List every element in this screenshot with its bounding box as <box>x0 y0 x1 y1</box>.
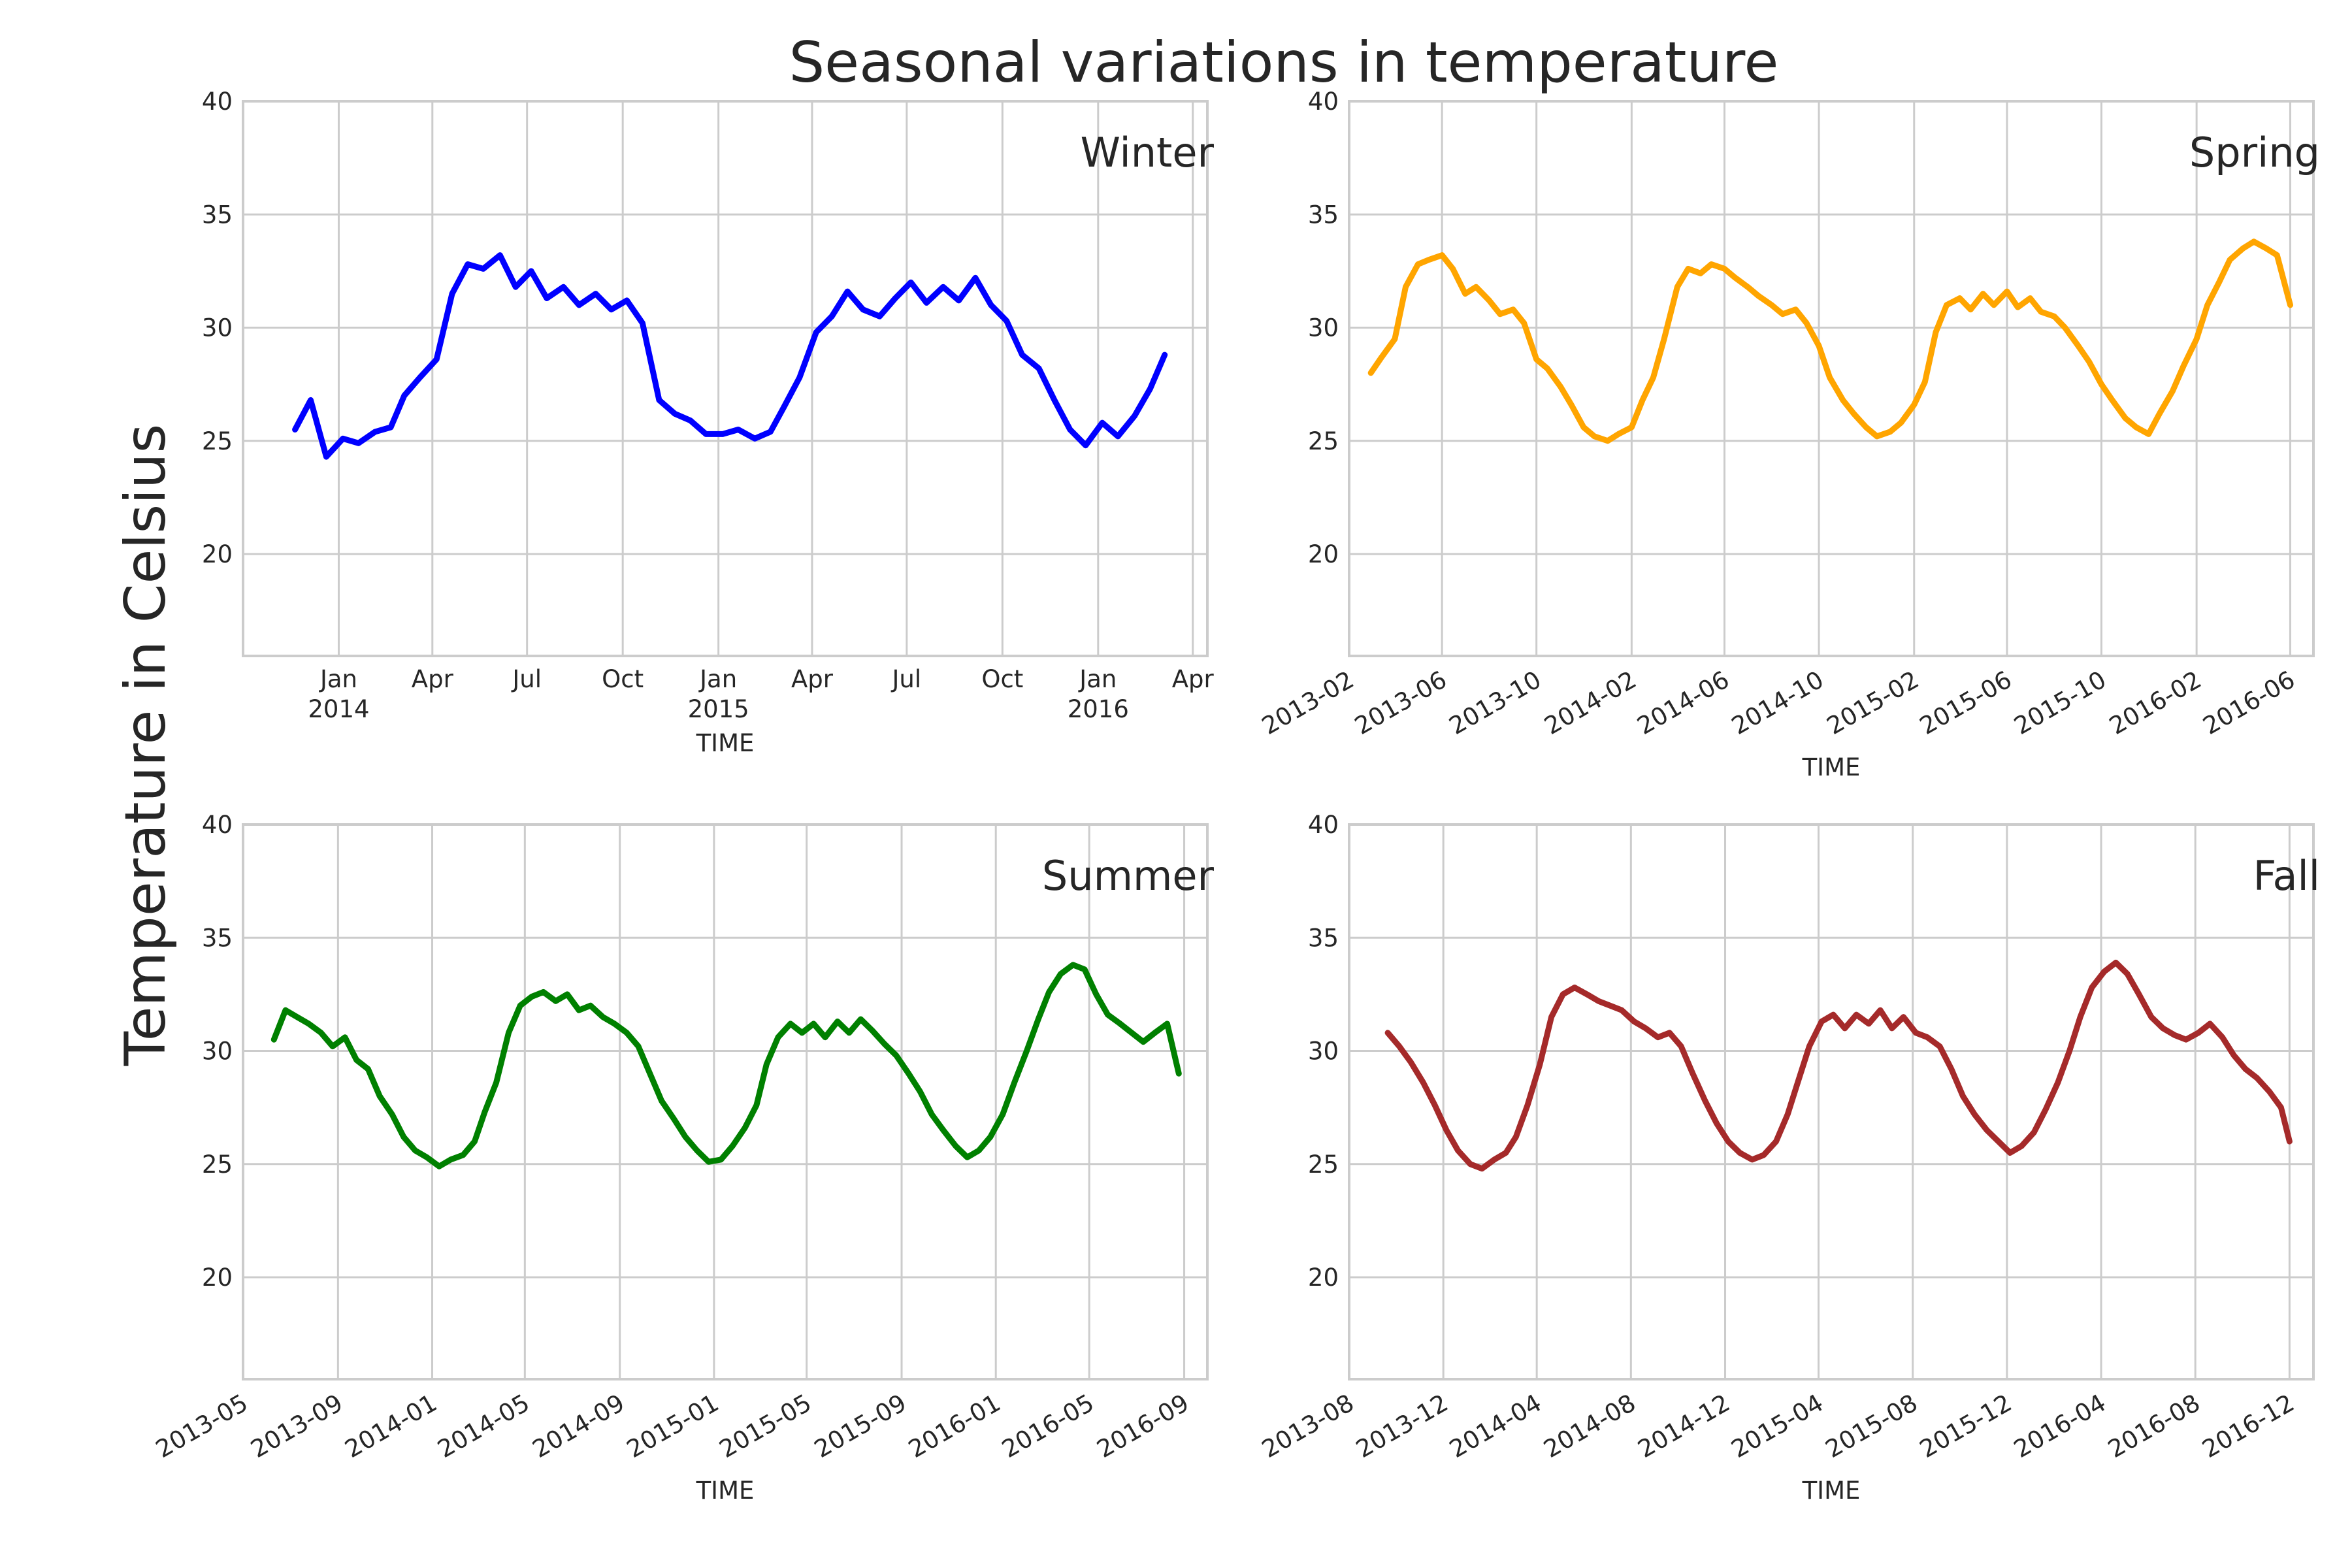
y-tick-label: 35 <box>1308 201 1339 229</box>
y-tick-label: 30 <box>202 314 233 342</box>
x-tick-year-label: 2015 <box>688 695 749 723</box>
x-axis-label: TIME <box>1802 1477 1861 1505</box>
x-tick-label: 2015-06 <box>1915 666 2016 741</box>
x-tick-label: 2013-02 <box>1257 666 1358 741</box>
x-tick-label: 2014-04 <box>1445 1389 1546 1464</box>
subplot-top-right: 20253035402013-022013-062013-102014-0220… <box>1257 88 2320 781</box>
x-tick-label: 2016-05 <box>997 1389 1098 1464</box>
season-label: Winter <box>1081 129 1215 176</box>
x-tick-label: 2013-12 <box>1351 1389 1452 1464</box>
temperature-series-line <box>1367 238 2293 444</box>
figure-y-axis-label: Temperature in Celsius <box>113 424 178 1067</box>
x-tick-label: Jan <box>319 665 357 693</box>
x-tick-year-label: 2016 <box>1068 695 1129 723</box>
y-tick-label: 25 <box>202 1151 233 1179</box>
axes-frame <box>1348 823 2315 1380</box>
y-tick-label: 40 <box>202 811 233 839</box>
y-tick-label: 30 <box>1308 1037 1339 1066</box>
y-tick-label: 35 <box>1308 924 1339 952</box>
x-tick-label: 2014-02 <box>1539 666 1641 741</box>
x-tick-label: 2016-12 <box>2197 1389 2298 1464</box>
x-tick-label: Apr <box>1172 665 1215 693</box>
y-tick-label: 30 <box>202 1037 233 1066</box>
season-label: Fall <box>2253 852 2320 900</box>
x-tick-label: 2015-04 <box>1727 1389 1828 1464</box>
figure-title: Seasonal variations in temperature <box>789 30 1779 95</box>
x-tick-label: 2016-09 <box>1092 1389 1194 1464</box>
x-tick-label: 2013-08 <box>1257 1389 1358 1464</box>
x-tick-label: Jul <box>511 665 542 693</box>
x-tick-label: Oct <box>981 665 1023 693</box>
x-axis-label: TIME <box>696 729 755 757</box>
x-tick-label: 2016-06 <box>2198 666 2300 741</box>
x-tick-label: 2014-06 <box>1633 666 1734 741</box>
x-tick-label: 2016-08 <box>2103 1389 2204 1464</box>
subplot-bottom-left: 20253035402013-052013-092014-012014-0520… <box>151 811 1214 1505</box>
x-tick-label: 2014-10 <box>1727 666 1828 741</box>
season-label: Spring <box>2189 129 2320 176</box>
y-tick-label: 30 <box>1308 314 1339 342</box>
y-tick-label: 25 <box>1308 1151 1339 1179</box>
temperature-series-line <box>1384 959 2293 1172</box>
x-tick-label: 2014-09 <box>528 1389 629 1464</box>
x-tick-label: Jan <box>1078 665 1117 693</box>
x-tick-label: 2014-05 <box>433 1389 534 1464</box>
x-tick-label: Jul <box>891 665 922 693</box>
x-tick-label: 2015-09 <box>809 1389 911 1464</box>
x-tick-label: Apr <box>412 665 454 693</box>
y-tick-label: 35 <box>202 201 233 229</box>
x-tick-label: Apr <box>791 665 834 693</box>
axes-frame <box>1348 100 2315 657</box>
x-tick-label: Jan <box>698 665 737 693</box>
y-tick-label: 40 <box>1308 88 1339 116</box>
y-tick-label: 20 <box>1308 540 1339 568</box>
x-tick-year-label: 2014 <box>308 695 369 723</box>
x-tick-label: 2016-04 <box>2009 1389 2110 1464</box>
y-tick-label: 40 <box>202 88 233 116</box>
x-tick-label: 2015-01 <box>622 1389 723 1464</box>
y-tick-label: 20 <box>1308 1264 1339 1292</box>
y-tick-label: 20 <box>202 540 233 568</box>
y-tick-label: 25 <box>202 427 233 455</box>
x-tick-label: 2015-05 <box>715 1389 816 1464</box>
x-axis-label: TIME <box>696 1477 755 1505</box>
x-tick-label: Oct <box>602 665 644 693</box>
x-tick-label: 2015-08 <box>1821 1389 1922 1464</box>
x-tick-label: 2013-05 <box>151 1389 252 1464</box>
x-tick-label: 2013-10 <box>1445 666 1546 741</box>
axes-frame <box>242 100 1209 657</box>
x-tick-label: 2014-01 <box>340 1389 442 1464</box>
subplot-bottom-right: 20253035402013-082013-122014-042014-0820… <box>1257 811 2320 1505</box>
season-label: Summer <box>1042 852 1215 900</box>
x-tick-label: 2016-02 <box>2104 666 2206 741</box>
y-tick-label: 25 <box>1308 427 1339 455</box>
x-tick-label: 2015-10 <box>2010 666 2111 741</box>
x-tick-label: 2014-08 <box>1539 1389 1640 1464</box>
x-tick-label: 2013-09 <box>246 1389 347 1464</box>
x-tick-label: 2015-12 <box>1915 1389 2016 1464</box>
x-tick-label: 2014-12 <box>1633 1389 1735 1464</box>
y-tick-label: 40 <box>1308 811 1339 839</box>
y-tick-label: 20 <box>202 1264 233 1292</box>
x-axis-label: TIME <box>1802 753 1861 781</box>
x-tick-label: 2013-06 <box>1350 666 1451 741</box>
temperature-series-line <box>270 962 1182 1169</box>
y-tick-label: 35 <box>202 924 233 952</box>
temperature-series-line <box>292 252 1168 460</box>
x-tick-label: 2016-01 <box>904 1389 1005 1464</box>
x-tick-label: 2015-02 <box>1822 666 1923 741</box>
axes-frame <box>242 823 1209 1380</box>
